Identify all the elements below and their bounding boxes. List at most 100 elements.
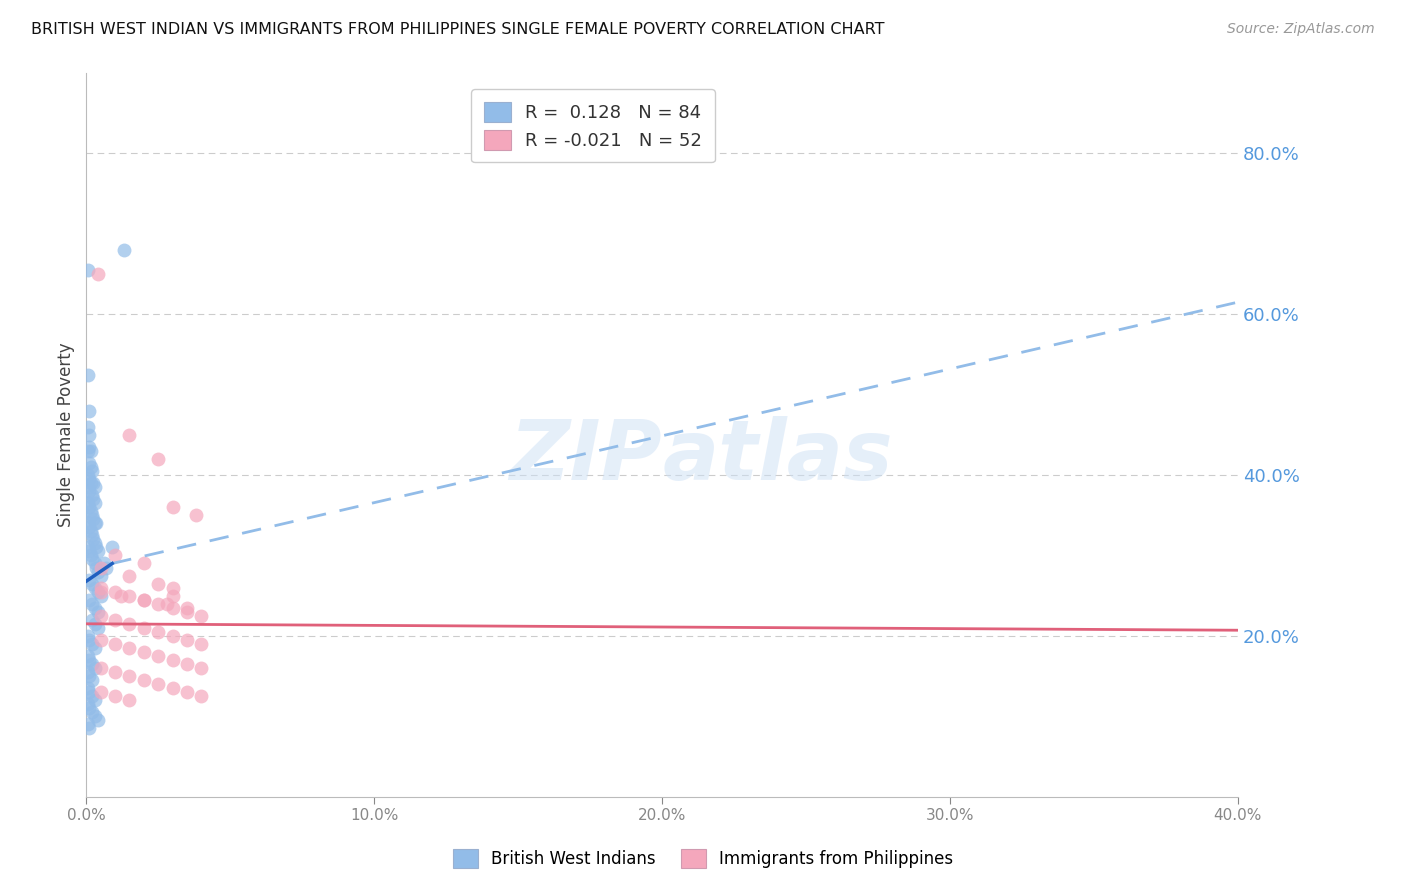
Point — [77, 573, 100, 587]
Point — [104, 689, 127, 703]
Point — [104, 613, 127, 627]
Point — [162, 653, 184, 667]
Point — [77, 632, 100, 647]
Point — [162, 600, 184, 615]
Point — [79, 504, 101, 518]
Point — [148, 677, 170, 691]
Point — [77, 544, 100, 558]
Point — [76, 717, 98, 731]
Point — [101, 541, 124, 555]
Y-axis label: Single Female Poverty: Single Female Poverty — [58, 343, 75, 527]
Point — [84, 600, 107, 615]
Point — [118, 616, 141, 631]
Text: atlas: atlas — [662, 416, 893, 497]
Point — [90, 581, 112, 595]
Point — [76, 263, 98, 277]
Point — [162, 681, 184, 695]
Point — [82, 512, 104, 526]
Point — [86, 516, 108, 531]
Point — [87, 621, 110, 635]
Point — [90, 661, 112, 675]
Point — [176, 657, 198, 671]
Point — [132, 592, 155, 607]
Point — [87, 565, 110, 579]
Point — [110, 589, 132, 603]
Point — [82, 492, 104, 507]
Point — [77, 500, 100, 515]
Point — [112, 243, 135, 257]
Point — [162, 581, 184, 595]
Point — [84, 557, 107, 571]
Point — [118, 693, 141, 707]
Point — [118, 568, 141, 582]
Point — [84, 709, 107, 723]
Point — [148, 576, 170, 591]
Point — [162, 589, 184, 603]
Point — [76, 665, 98, 679]
Point — [76, 541, 98, 555]
Point — [80, 552, 103, 566]
Point — [156, 597, 179, 611]
Point — [77, 520, 100, 534]
Point — [77, 669, 100, 683]
Point — [184, 508, 207, 523]
Point — [118, 640, 141, 655]
Point — [118, 669, 141, 683]
Point — [84, 640, 107, 655]
Point — [77, 701, 100, 715]
Point — [190, 689, 212, 703]
Point — [84, 480, 107, 494]
Point — [90, 568, 112, 582]
Point — [96, 560, 118, 574]
Point — [90, 608, 112, 623]
Point — [79, 549, 101, 563]
Point — [104, 637, 127, 651]
Point — [87, 544, 110, 558]
Point — [76, 444, 98, 458]
Point — [90, 560, 112, 574]
Point — [190, 637, 212, 651]
Text: BRITISH WEST INDIAN VS IMMIGRANTS FROM PHILIPPINES SINGLE FEMALE POVERTY CORRELA: BRITISH WEST INDIAN VS IMMIGRANTS FROM P… — [31, 22, 884, 37]
Point — [80, 576, 103, 591]
Point — [118, 589, 141, 603]
Point — [77, 722, 100, 736]
Point — [79, 460, 101, 475]
Point — [76, 496, 98, 510]
Point — [190, 608, 212, 623]
Legend: R =  0.128   N = 84, R = -0.021   N = 52: R = 0.128 N = 84, R = -0.021 N = 52 — [471, 89, 714, 162]
Point — [84, 496, 107, 510]
Point — [132, 621, 155, 635]
Point — [104, 665, 127, 679]
Point — [76, 468, 98, 483]
Point — [190, 661, 212, 675]
Point — [84, 516, 107, 531]
Point — [80, 673, 103, 687]
Point — [76, 419, 98, 434]
Point — [77, 456, 100, 470]
Point — [80, 488, 103, 502]
Point — [176, 632, 198, 647]
Point — [84, 693, 107, 707]
Point — [162, 500, 184, 515]
Point — [77, 484, 100, 499]
Point — [86, 560, 108, 574]
Point — [79, 476, 101, 491]
Point — [104, 584, 127, 599]
Point — [80, 528, 103, 542]
Point — [148, 624, 170, 639]
Point — [176, 685, 198, 699]
Point — [176, 600, 198, 615]
Point — [80, 597, 103, 611]
Point — [80, 637, 103, 651]
Point — [79, 524, 101, 539]
Point — [87, 605, 110, 619]
Point — [90, 685, 112, 699]
Point — [90, 589, 112, 603]
Point — [79, 444, 101, 458]
Point — [87, 584, 110, 599]
Point — [77, 653, 100, 667]
Point — [77, 592, 100, 607]
Point — [77, 472, 100, 486]
Point — [84, 536, 107, 550]
Point — [80, 689, 103, 703]
